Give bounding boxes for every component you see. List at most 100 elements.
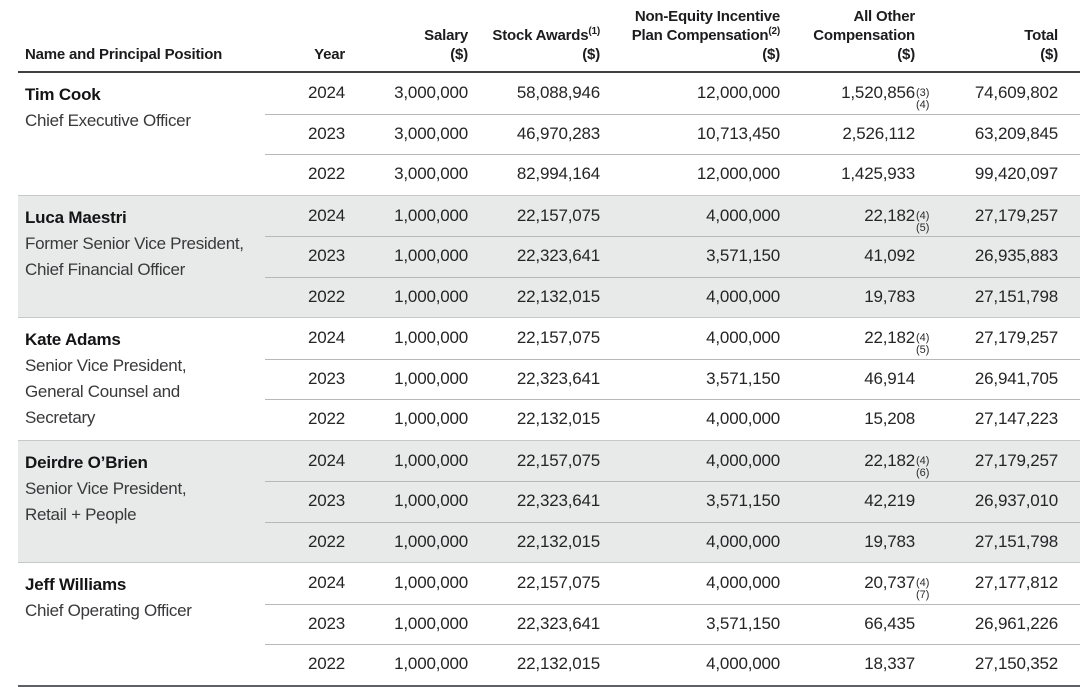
cell-year: 2022	[307, 409, 345, 429]
cell-stock-awards: 22,323,641	[516, 491, 600, 511]
table-row: 2022 3,000,000 82,994,164 12,000,000 1,4…	[265, 154, 1080, 195]
all-other-compensation-value: 42,219	[864, 491, 915, 511]
cell-non-equity-incentive: 4,000,000	[706, 654, 780, 674]
all-other-compensation-value: 15,208	[864, 409, 915, 429]
cell-salary: 1,000,000	[394, 368, 468, 388]
section-divider	[18, 194, 1080, 196]
cell-salary: 3,000,000	[394, 123, 468, 143]
footnote-superscript: (4)(5)	[916, 332, 930, 357]
cell-non-equity-incentive: 4,000,000	[706, 450, 780, 470]
all-other-compensation-value: 20,737	[864, 573, 915, 593]
table-body: Tim Cook Chief Executive Officer 2024 3,…	[0, 73, 1080, 685]
cell-year: 2022	[307, 531, 345, 551]
cell-year: 2024	[307, 205, 345, 225]
cell-stock-awards: 22,323,641	[516, 613, 600, 633]
table-section: Deirdre O’Brien Senior Vice President, Re…	[18, 440, 1080, 563]
header-total-line1: Total	[1024, 27, 1058, 44]
header-stock-awards: Stock Awards(1) ($)	[468, 26, 600, 64]
table-row: 2024 3,000,000 58,088,946 12,000,000 1,5…	[265, 73, 1058, 114]
cell-stock-awards: 22,157,075	[516, 205, 600, 225]
section-rows: 2024 1,000,000 22,157,075 4,000,000 22,1…	[265, 196, 1080, 318]
header-all-other-compensation: All Other Compensation ($)	[780, 7, 915, 64]
cell-all-other-compensation: 22,182 (4)(5)	[780, 328, 929, 356]
all-other-compensation-value: 46,914	[864, 368, 915, 388]
cell-salary: 1,000,000	[394, 205, 468, 225]
table-row: 2023 3,000,000 46,970,283 10,713,450 2,5…	[265, 113, 1080, 155]
table-row: 2022 1,000,000 22,132,015 4,000,000 18,3…	[265, 644, 1080, 685]
cell-salary: 3,000,000	[394, 83, 468, 103]
all-other-compensation-value: 19,783	[864, 286, 915, 306]
cell-total: 27,150,352	[974, 654, 1058, 674]
name-and-position-cell: Tim Cook Chief Executive Officer	[25, 73, 265, 195]
footnote-superscript: (4)(5)	[916, 209, 930, 234]
header-stock-awards-line1: Stock Awards	[492, 27, 589, 44]
header-year: Year	[265, 45, 345, 64]
person-title-line: Senior Vice President,	[25, 478, 187, 498]
cell-stock-awards: 22,132,015	[516, 286, 600, 306]
cell-total: 26,941,705	[974, 368, 1058, 388]
cell-stock-awards: 22,132,015	[516, 409, 600, 429]
table-row: 2022 1,000,000 22,132,015 4,000,000 15,2…	[265, 399, 1080, 440]
cell-non-equity-incentive: 4,000,000	[706, 328, 780, 348]
header-neip-footnote: (2)	[768, 26, 780, 37]
all-other-compensation-value: 22,182	[864, 328, 915, 348]
cell-all-other-compensation: 1,425,933	[780, 164, 915, 184]
cell-total: 27,151,798	[974, 531, 1058, 551]
cell-stock-awards: 46,970,283	[516, 123, 600, 143]
cell-all-other-compensation: 2,526,112	[780, 124, 915, 144]
person-title-line: Chief Executive Officer	[25, 111, 191, 130]
table-row: 2023 1,000,000 22,323,641 3,571,150 42,2…	[265, 481, 1080, 522]
cell-salary: 3,000,000	[394, 164, 468, 184]
cell-total: 99,420,097	[974, 164, 1058, 184]
cell-year: 2022	[307, 654, 345, 674]
table-row: 2024 1,000,000 22,157,075 4,000,000 22,1…	[265, 318, 1058, 359]
person-title-line: Chief Operating Officer	[25, 601, 192, 620]
cell-stock-awards: 22,132,015	[516, 654, 600, 674]
cell-year: 2023	[307, 123, 345, 143]
cell-total: 26,935,883	[974, 246, 1058, 266]
header-salary: Salary ($)	[345, 26, 468, 64]
cell-salary: 1,000,000	[394, 531, 468, 551]
cell-non-equity-incentive: 4,000,000	[706, 409, 780, 429]
cell-all-other-compensation: 19,783	[780, 287, 915, 307]
person-name: Luca Maestri	[25, 207, 127, 227]
table-row: 2024 1,000,000 22,157,075 4,000,000 20,7…	[265, 563, 1058, 604]
header-stock-awards-unit: ($)	[582, 46, 600, 63]
cell-non-equity-incentive: 4,000,000	[706, 531, 780, 551]
header-salary-line1: Salary	[424, 27, 468, 44]
header-aoc-line1: All Other	[853, 8, 915, 25]
cell-non-equity-incentive: 3,571,150	[706, 246, 780, 266]
cell-year: 2022	[307, 164, 345, 184]
cell-all-other-compensation: 20,737 (4)(7)	[780, 573, 929, 601]
section-rows: 2024 1,000,000 22,157,075 4,000,000 22,1…	[265, 441, 1080, 563]
person-name: Kate Adams	[25, 330, 121, 349]
cell-total: 27,177,812	[974, 573, 1058, 593]
section-divider	[18, 439, 1080, 441]
cell-salary: 1,000,000	[394, 328, 468, 348]
cell-total: 26,961,226	[974, 613, 1058, 633]
cell-salary: 1,000,000	[394, 286, 468, 306]
header-neip-unit: ($)	[762, 46, 780, 63]
header-non-equity-incentive: Non-Equity Incentive Plan Compensation(2…	[600, 7, 780, 64]
cell-all-other-compensation: 66,435	[780, 614, 915, 634]
header-neip-line2: Plan Compensation	[631, 27, 769, 44]
cell-total: 27,179,257	[974, 450, 1058, 470]
header-neip-line1: Non-Equity Incentive	[634, 8, 780, 25]
table-section: Kate Adams Senior Vice President, General…	[18, 318, 1080, 440]
name-and-position-cell: Jeff Williams Chief Operating Officer	[25, 563, 265, 685]
cell-all-other-compensation: 22,182 (4)(6)	[780, 451, 929, 479]
header-divider-rule	[18, 71, 1080, 73]
cell-all-other-compensation: 19,783	[780, 532, 915, 552]
table-section: Tim Cook Chief Executive Officer 2024 3,…	[18, 73, 1080, 195]
header-aoc-line2: Compensation	[813, 27, 915, 44]
footnote-superscript: (4)(6)	[916, 454, 930, 479]
cell-total: 26,937,010	[974, 491, 1058, 511]
cell-stock-awards: 22,157,075	[516, 573, 600, 593]
person-title-line: General Counsel and	[25, 382, 180, 401]
cell-all-other-compensation: 18,337	[780, 654, 915, 674]
section-rows: 2024 1,000,000 22,157,075 4,000,000 20,7…	[265, 563, 1080, 685]
table-row: 2023 1,000,000 22,323,641 3,571,150 66,4…	[265, 603, 1080, 645]
all-other-compensation-value: 22,182	[864, 205, 915, 225]
cell-year: 2024	[307, 83, 345, 103]
